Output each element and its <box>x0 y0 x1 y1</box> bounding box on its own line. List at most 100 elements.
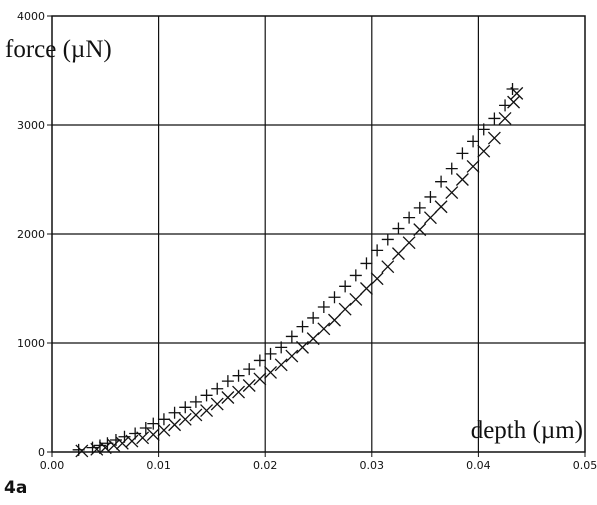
x-tick-label: 0.01 <box>146 459 171 472</box>
plus-marker <box>253 354 266 367</box>
cross-marker <box>125 434 139 448</box>
plus-marker <box>445 162 458 175</box>
cross-marker <box>168 418 182 432</box>
plus-marker <box>456 147 469 160</box>
cross-marker <box>328 313 341 327</box>
plus-marker <box>403 211 416 224</box>
cross-marker <box>146 428 160 442</box>
grid-lines <box>52 16 585 452</box>
plus-marker <box>349 269 362 282</box>
cross-marker <box>253 372 267 386</box>
cross-marker <box>434 200 448 214</box>
cross-marker <box>349 292 363 306</box>
cross-marker <box>75 444 89 458</box>
plus-marker <box>339 280 352 293</box>
cross-marker <box>306 332 320 346</box>
plus-marker <box>264 347 277 360</box>
cross-marker <box>178 412 192 426</box>
plus-marker <box>139 422 152 435</box>
cross-marker <box>317 322 331 336</box>
y-tick-label: 1000 <box>17 337 45 350</box>
plus-marker <box>285 330 298 343</box>
cross-marker <box>498 112 512 125</box>
plus-marker <box>275 341 288 354</box>
plus-marker <box>157 413 170 426</box>
plus-marker <box>477 123 490 136</box>
cross-marker <box>466 159 480 173</box>
y-axis-title: force (µN) <box>5 36 112 63</box>
cross-marker <box>338 302 352 316</box>
plus-marker <box>413 201 426 214</box>
cross-marker <box>157 423 171 437</box>
plus-marker <box>360 257 373 270</box>
cross-marker <box>445 186 459 200</box>
x-tick-label: 0.05 <box>573 459 597 472</box>
cross-marker <box>274 358 288 372</box>
plus-marker <box>307 311 320 324</box>
plus-marker <box>189 395 202 408</box>
cross-marker <box>210 397 224 411</box>
cross-marker <box>264 365 277 379</box>
x-axis-ticks: 0.00 0.01 0.02 0.03 0.04 0.05 <box>40 452 597 472</box>
cross-marker <box>221 391 235 404</box>
plus-marker <box>328 291 341 304</box>
cross-marker <box>90 442 104 456</box>
x-tick-label: 0.00 <box>40 459 65 472</box>
cross-marker <box>455 173 469 186</box>
plus-marker <box>381 233 394 246</box>
x-tick-label: 0.04 <box>466 459 491 472</box>
plus-marker <box>200 389 213 402</box>
cross-marker <box>391 247 405 261</box>
cross-marker <box>477 144 491 158</box>
series-cross-markers <box>75 86 524 458</box>
cross-marker <box>507 95 521 109</box>
cross-marker <box>107 439 121 452</box>
cross-marker <box>423 211 437 225</box>
y-tick-label: 2000 <box>17 228 45 241</box>
plus-marker <box>488 112 501 125</box>
cross-marker <box>189 408 203 422</box>
x-axis-title: depth (µm) <box>471 417 583 444</box>
cross-marker <box>413 223 427 237</box>
y-tick-label: 0 <box>38 446 45 459</box>
cross-marker <box>360 282 373 295</box>
plus-marker <box>232 369 245 382</box>
cross-marker <box>402 236 416 250</box>
cross-marker <box>285 349 299 363</box>
plus-marker <box>317 301 330 314</box>
cross-marker <box>98 441 112 455</box>
cross-marker <box>242 379 256 392</box>
plus-marker <box>392 222 405 235</box>
cross-marker <box>510 86 524 100</box>
cross-marker <box>136 431 150 445</box>
plus-marker <box>467 135 480 148</box>
y-tick-label: 3000 <box>17 119 45 132</box>
y-tick-label: 4000 <box>17 10 45 23</box>
series-plus-markers <box>72 83 519 456</box>
plus-marker <box>221 375 234 388</box>
data-points <box>72 83 524 458</box>
y-axis-ticks: 0 1000 2000 3000 4000 <box>17 10 52 459</box>
cross-marker <box>115 436 129 450</box>
plus-marker <box>211 382 224 395</box>
cross-marker <box>487 131 501 145</box>
x-tick-label: 0.02 <box>253 459 278 472</box>
figure-label: 4a <box>4 478 28 498</box>
plus-marker <box>296 320 309 333</box>
plus-marker <box>499 99 512 112</box>
plus-marker <box>243 363 256 376</box>
plus-marker <box>147 417 160 430</box>
plus-marker <box>371 244 384 257</box>
cross-marker <box>232 385 246 399</box>
cross-marker <box>200 404 214 418</box>
plus-marker <box>168 406 181 419</box>
x-tick-label: 0.03 <box>360 459 385 472</box>
plus-marker <box>86 441 99 454</box>
plus-marker <box>424 190 437 203</box>
cross-marker <box>370 272 384 286</box>
cross-marker <box>296 340 309 354</box>
plus-marker <box>435 175 448 188</box>
plus-marker <box>179 401 192 414</box>
cross-marker <box>381 260 395 274</box>
